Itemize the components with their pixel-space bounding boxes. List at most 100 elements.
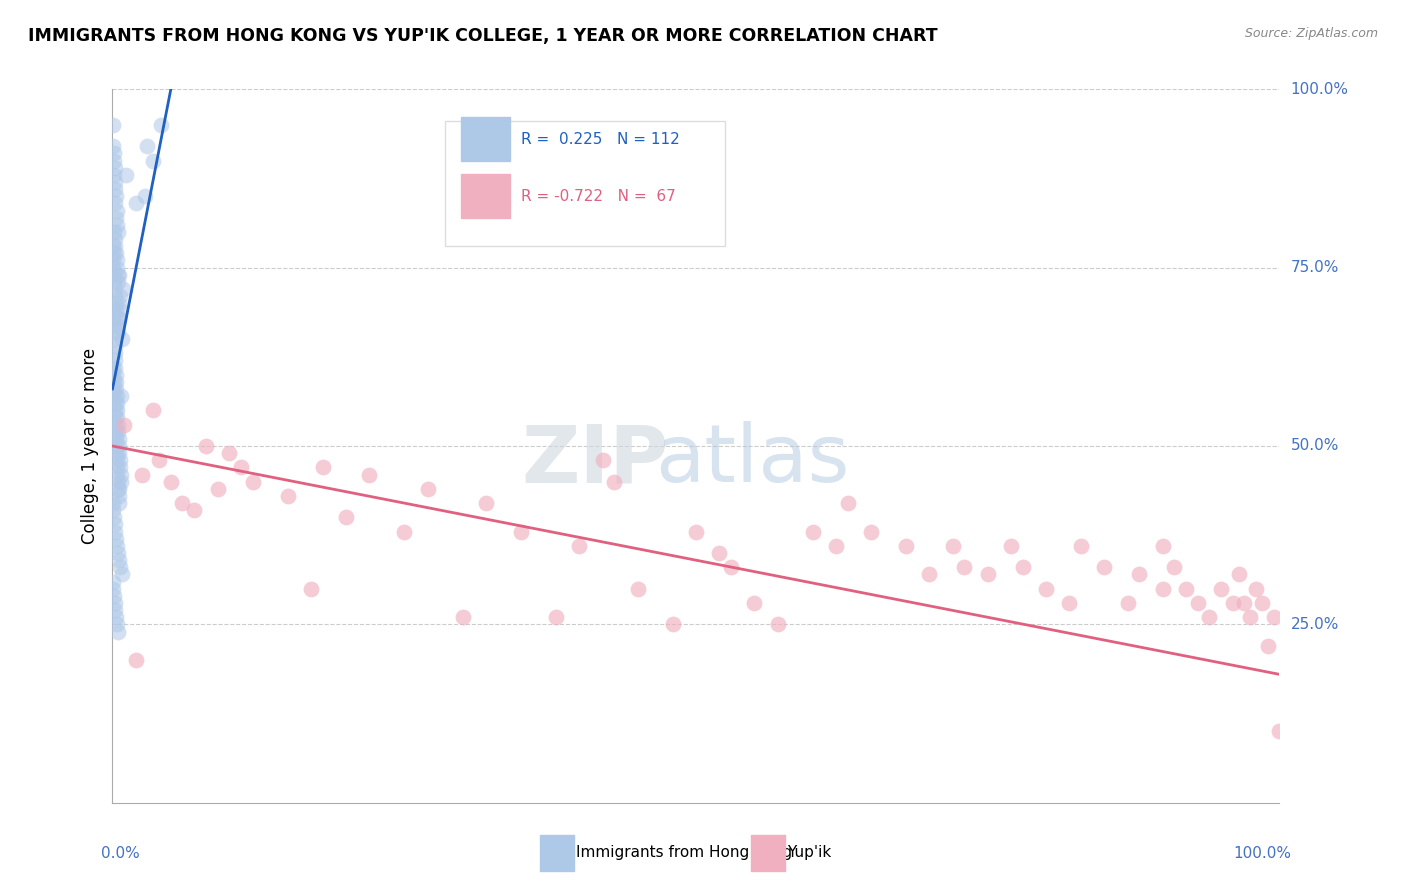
Point (766, 617, 789, 632)
Point (107, 275, 129, 289)
Point (160, 475, 183, 489)
Point (103, 382, 125, 396)
Point (104, 403, 127, 417)
Point (104, 375, 127, 389)
Point (125, 653, 148, 667)
Point (105, 260, 128, 275)
Point (103, 318, 125, 332)
Point (104, 353, 127, 368)
Point (299, 582, 322, 596)
Point (148, 453, 170, 467)
Point (104, 211, 127, 225)
Point (105, 439, 128, 453)
Point (103, 389, 125, 403)
Point (103, 396, 125, 410)
Point (976, 567, 998, 582)
Point (592, 453, 614, 467)
Text: 25.0%: 25.0% (1291, 617, 1339, 632)
Point (105, 403, 128, 417)
Point (103, 503, 125, 517)
Text: ZIP: ZIP (520, 421, 668, 500)
Text: Yup'ik: Yup'ik (787, 846, 831, 860)
Point (108, 553, 131, 567)
Point (825, 539, 848, 553)
Point (475, 496, 498, 510)
Point (104, 346, 127, 360)
Point (108, 460, 131, 475)
Point (1059, 596, 1081, 610)
Point (108, 303, 131, 318)
Point (229, 460, 252, 475)
FancyBboxPatch shape (461, 174, 510, 219)
Point (1251, 596, 1274, 610)
Point (101, 360, 124, 375)
Point (107, 475, 129, 489)
Point (105, 382, 128, 396)
Point (105, 203, 128, 218)
Point (1244, 582, 1267, 596)
Point (150, 118, 173, 132)
Point (509, 524, 531, 539)
Point (104, 532, 127, 546)
Point (115, 168, 138, 182)
Point (104, 417, 127, 432)
Point (108, 453, 131, 467)
Point (103, 582, 125, 596)
Point (1187, 596, 1209, 610)
FancyBboxPatch shape (461, 117, 510, 161)
Point (1175, 582, 1198, 596)
Point (104, 239, 127, 253)
Point (105, 460, 128, 475)
Point (183, 503, 205, 517)
Point (107, 225, 129, 239)
Point (953, 560, 976, 574)
Point (1211, 582, 1233, 596)
Point (108, 482, 131, 496)
Point (103, 139, 125, 153)
Point (1268, 724, 1291, 739)
Point (1152, 582, 1174, 596)
Point (107, 310, 129, 325)
Point (111, 282, 134, 296)
Point (134, 189, 156, 203)
Point (103, 239, 125, 253)
Point (359, 467, 381, 482)
Text: 75.0%: 75.0% (1291, 260, 1339, 275)
Point (894, 539, 917, 553)
Text: 100.0%: 100.0% (1233, 846, 1291, 861)
Point (107, 624, 129, 639)
Point (104, 289, 127, 303)
Point (1035, 582, 1057, 596)
Text: Source: ZipAtlas.com: Source: ZipAtlas.com (1244, 27, 1378, 40)
Point (860, 524, 883, 539)
Point (108, 446, 131, 460)
Point (568, 539, 591, 553)
Point (125, 196, 148, 211)
Point (1163, 560, 1185, 574)
Point (112, 417, 135, 432)
Point (103, 275, 125, 289)
Point (107, 489, 129, 503)
Point (104, 360, 127, 375)
Point (103, 596, 125, 610)
Point (103, 268, 125, 282)
Point (104, 189, 127, 203)
Point (107, 417, 129, 432)
Point (1239, 610, 1261, 624)
Point (103, 168, 125, 182)
Point (105, 539, 128, 553)
Point (1000, 539, 1022, 553)
Point (603, 475, 626, 489)
Point (105, 467, 128, 482)
Point (104, 246, 127, 260)
Point (110, 467, 132, 482)
Point (104, 432, 127, 446)
Point (110, 475, 132, 489)
Point (105, 410, 128, 425)
Point (108, 296, 131, 310)
Text: atlas: atlas (655, 421, 849, 500)
Point (105, 617, 128, 632)
Point (104, 282, 127, 296)
Point (104, 296, 127, 310)
Point (101, 574, 124, 589)
